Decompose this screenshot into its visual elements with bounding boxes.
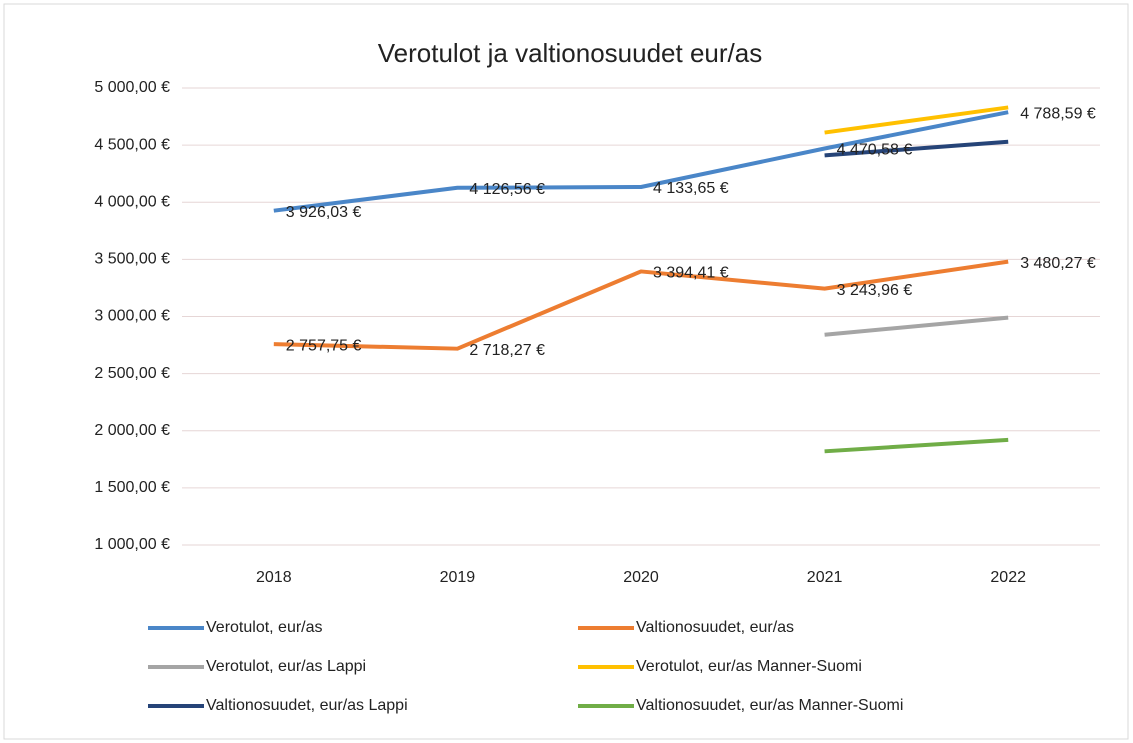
y-tick-label: 3 000,00 €	[94, 308, 170, 325]
x-tick-label: 2020	[623, 569, 659, 586]
x-tick-label: 2021	[807, 569, 843, 586]
series-line	[824, 315, 1009, 337]
data-label: 3 480,27 €	[1020, 255, 1096, 272]
y-tick-label: 2 500,00 €	[94, 365, 170, 382]
legend-label: Verotulot, eur/as	[206, 619, 323, 636]
data-label: 4 788,59 €	[1020, 105, 1096, 122]
chart-title: Verotulot ja valtionosuudet eur/as	[378, 38, 762, 68]
y-tick-label: 3 500,00 €	[94, 251, 170, 268]
series-line	[824, 437, 1009, 454]
data-label: 3 394,41 €	[653, 265, 729, 282]
series-line	[824, 105, 1009, 135]
x-tick-label: 2018	[256, 569, 292, 586]
data-label: 3 926,03 €	[286, 204, 362, 221]
x-tick-label: 2019	[440, 569, 476, 586]
y-tick-label: 1 000,00 €	[94, 536, 170, 553]
data-label: 3 243,96 €	[837, 282, 913, 299]
y-tick-label: 2 000,00 €	[94, 422, 170, 439]
data-label: 4 126,56 €	[469, 181, 545, 198]
data-label: 2 718,27 €	[469, 342, 545, 359]
legend-label: Valtionosuudet, eur/as Lappi	[206, 697, 408, 714]
legend-label: Verotulot, eur/as Manner-Suomi	[636, 658, 862, 675]
y-tick-label: 1 500,00 €	[94, 479, 170, 496]
data-label: 2 757,75 €	[286, 337, 362, 354]
y-tick-label: 4 000,00 €	[94, 193, 170, 210]
legend-label: Valtionosuudet, eur/as	[636, 619, 794, 636]
legend-label: Valtionosuudet, eur/as Manner-Suomi	[636, 697, 903, 714]
series-line	[273, 259, 1009, 351]
data-label: 4 133,65 €	[653, 180, 729, 197]
series-line	[824, 139, 1009, 158]
y-tick-label: 4 500,00 €	[94, 136, 170, 153]
series-line	[273, 110, 1009, 213]
x-tick-label: 2022	[990, 569, 1026, 586]
data-label: 4 470,58 €	[837, 142, 913, 159]
legend-label: Verotulot, eur/as Lappi	[206, 658, 366, 675]
y-tick-label: 5 000,00 €	[94, 79, 170, 96]
